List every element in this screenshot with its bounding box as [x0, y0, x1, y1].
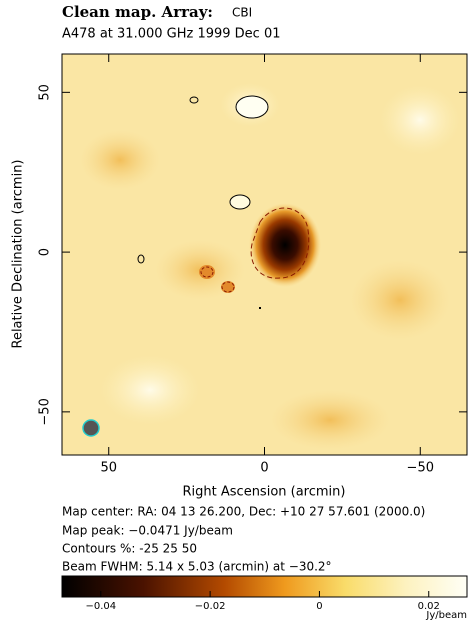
map-feature: [249, 203, 321, 287]
contour: [230, 195, 250, 209]
map-feature: [380, 85, 460, 155]
marker: [259, 307, 261, 309]
subtitle: A478 at 31.000 GHz 1999 Dec 01: [62, 27, 281, 42]
colorbar-tick-label: −0.04: [85, 601, 116, 612]
array: CBI: [232, 6, 252, 20]
colorbar-tick-label: 0.02: [418, 601, 440, 612]
colorbar-tick-label: −0.02: [195, 601, 226, 612]
beam: [83, 420, 99, 436]
note: Map peak: −0.0471 Jy/beam: [62, 524, 233, 538]
note: Contours %: -25 25 50: [62, 542, 197, 556]
map-feature: [270, 390, 390, 450]
x-tick-label: −50: [407, 461, 434, 476]
y-tick-label: 0: [38, 248, 53, 256]
x-axis-label: Right Ascension (arcmin): [183, 485, 346, 500]
colorbar-tick-label: 0: [316, 601, 322, 612]
map-feature: [350, 260, 450, 340]
title: Clean map. Array:: [62, 3, 213, 21]
x-tick-label: 0: [260, 461, 268, 476]
colorbar: [62, 576, 467, 597]
map-feature: [221, 281, 235, 293]
map-feature: [80, 130, 160, 190]
map: [62, 54, 467, 455]
y-tick-label: −50: [38, 398, 53, 425]
note: Beam FWHM: 5.14 x 5.03 (arcmin) at −30.2…: [62, 560, 332, 574]
map-feature: [100, 355, 200, 425]
contour: [236, 96, 268, 118]
chart: Clean map. Array: CBI A478 at 31.000 GHz…: [0, 0, 470, 621]
y-tick-label: 50: [38, 84, 53, 101]
y-axis-label: Relative Declination (arcmin): [11, 159, 26, 348]
note: Map center: RA: 04 13 26.200, Dec: +10 2…: [62, 505, 425, 519]
x-tick-label: 50: [100, 461, 117, 476]
